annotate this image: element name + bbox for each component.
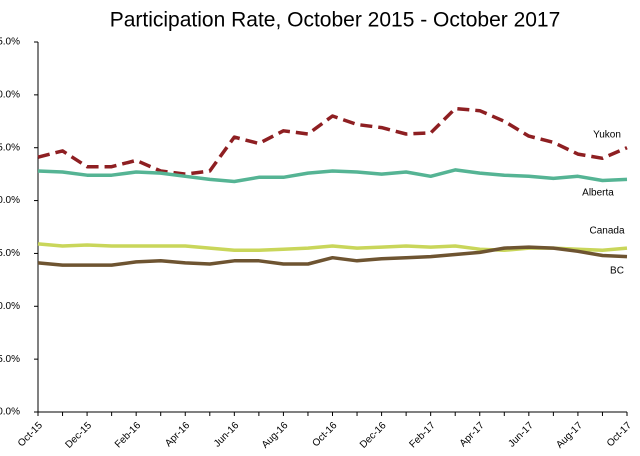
- x-tick-label: Apr-16: [163, 420, 192, 449]
- y-tick-label: 55.0%: [0, 354, 20, 365]
- series-line: [37, 168, 628, 184]
- x-tick-label: Aug-17: [554, 420, 585, 451]
- x-tick-label: Oct-16: [310, 420, 339, 449]
- series-line: [37, 106, 628, 176]
- y-tick-label: 65.0%: [0, 248, 20, 259]
- chart-title: Participation Rate, October 2015 - Octob…: [110, 9, 561, 32]
- series-line: [37, 245, 628, 267]
- x-tick-label: Jun-16: [212, 420, 242, 450]
- x-tick-label: Dec-16: [358, 420, 389, 451]
- y-tick-label: 60.0%: [0, 301, 20, 312]
- y-tick-label: 75.0%: [0, 142, 20, 153]
- y-tick-label: 85.0%: [0, 37, 20, 48]
- x-tick-label: Oct-15: [16, 420, 45, 449]
- x-tick-label: Feb-17: [407, 420, 437, 450]
- y-tick-label: 70.0%: [0, 195, 20, 206]
- y-tick-label: 80.0%: [0, 89, 20, 100]
- series-label: BC: [610, 266, 624, 277]
- x-tick-label: Aug-16: [260, 420, 291, 451]
- series-label: Canada: [589, 226, 624, 237]
- x-tick-label: Jun-17: [506, 420, 536, 450]
- x-tick-label: Oct-17: [605, 420, 634, 449]
- y-tick-label: 50.0%: [0, 407, 20, 418]
- series-label: Yukon: [593, 130, 621, 141]
- x-tick-label: Apr-17: [458, 420, 487, 449]
- x-tick-label: Dec-15: [63, 420, 94, 451]
- series-label: Alberta: [582, 188, 614, 199]
- x-tick-label: Feb-16: [113, 420, 143, 450]
